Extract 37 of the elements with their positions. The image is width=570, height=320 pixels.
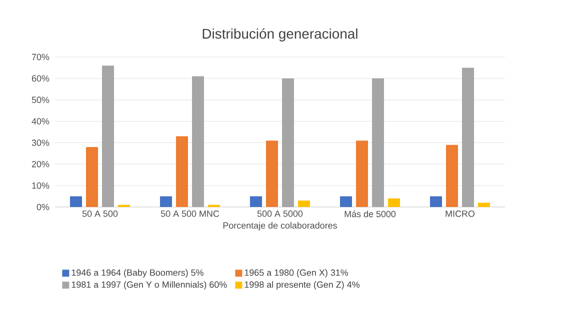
bar xyxy=(86,147,98,207)
x-tick-label: Más de 5000 xyxy=(344,210,396,218)
y-tick-label: 30% xyxy=(32,140,50,146)
bar xyxy=(192,76,204,207)
x-tick-label: MICRO xyxy=(446,210,475,217)
bar xyxy=(250,196,262,207)
bar xyxy=(282,78,294,207)
y-tick-label: 0% xyxy=(36,204,50,210)
bar xyxy=(430,196,442,207)
bar xyxy=(70,196,82,207)
y-tick-label: 70% xyxy=(32,54,50,60)
bar xyxy=(446,144,458,207)
bar xyxy=(462,68,474,207)
x-tick-label: 50 A 500 xyxy=(82,210,118,217)
bar xyxy=(388,198,400,207)
x-tick-label: 500 A 5000 xyxy=(257,210,303,217)
bar xyxy=(372,78,384,207)
y-tick-label: 50% xyxy=(32,96,50,104)
chart-title: Distribución generacional xyxy=(202,28,358,42)
x-tick-label: 50 A 500 MNC xyxy=(160,210,220,217)
x-axis-title: Porcentaje de colaboradores xyxy=(223,222,337,230)
bar xyxy=(356,140,368,207)
legend-label: 1965 a 1980 (Gen X) 31% xyxy=(244,269,348,278)
bar xyxy=(298,200,310,207)
bar xyxy=(266,140,278,207)
y-tick-label: 40% xyxy=(32,118,50,124)
y-tick-label: 10% xyxy=(32,182,50,189)
legend-label: 1946 a 1964 (Baby Boomers) 5% xyxy=(72,269,204,278)
legend-label: 1998 al presente (Gen Z) 4% xyxy=(244,281,360,290)
bar xyxy=(176,136,188,207)
bar xyxy=(340,196,352,207)
y-tick-label: 20% xyxy=(32,160,50,168)
bar xyxy=(160,196,172,207)
bar xyxy=(102,66,114,207)
bar xyxy=(478,202,490,207)
y-tick-label: 60% xyxy=(32,75,50,82)
legend-label: 1981 a 1997 (Gen Y o Millennials) 60% xyxy=(72,281,227,290)
